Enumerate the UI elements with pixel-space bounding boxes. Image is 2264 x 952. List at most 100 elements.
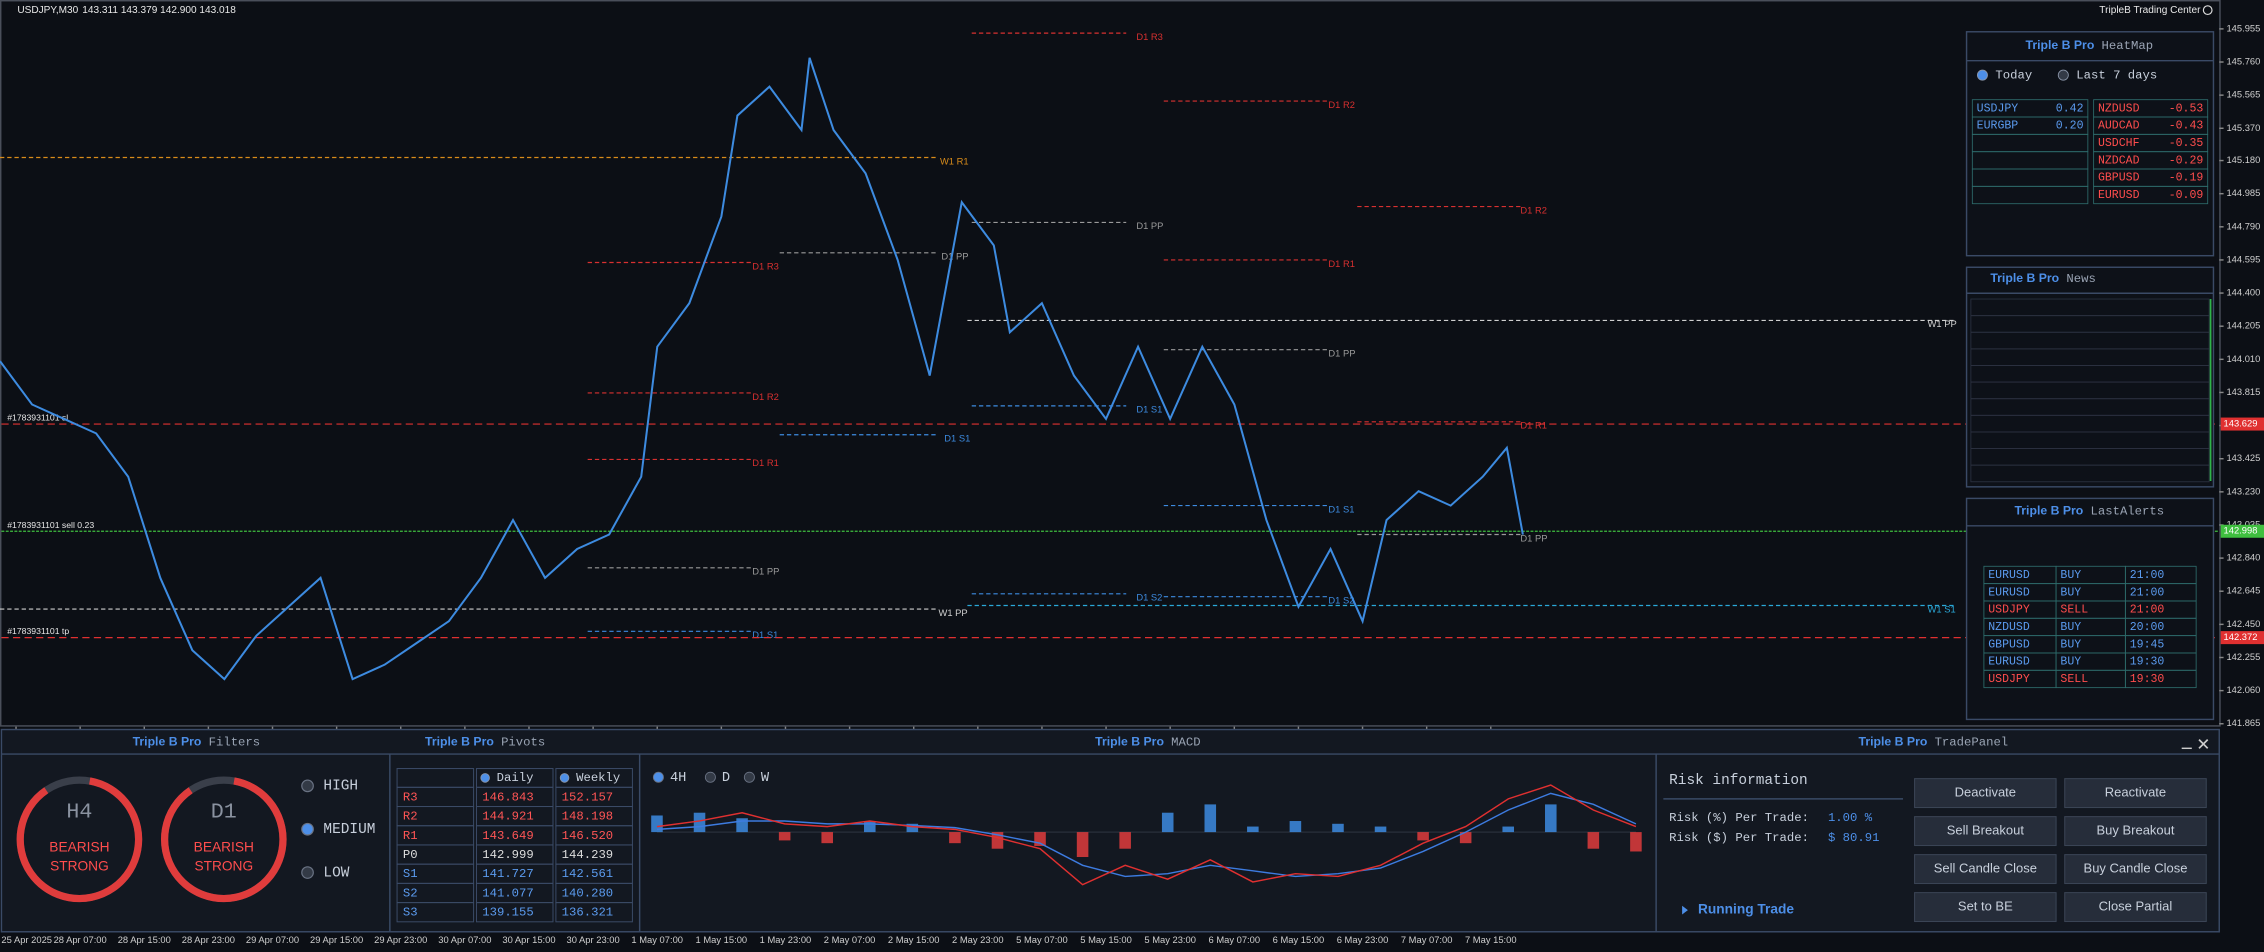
pivot-cell: 141.077: [482, 886, 534, 900]
histogram-bar: [1630, 832, 1642, 852]
button[interactable]: [2064, 778, 2207, 809]
pair: NZDCAD: [2098, 154, 2140, 167]
radio[interactable]: [652, 771, 664, 783]
x-tick-label: 5 May 15:00: [1080, 935, 1132, 945]
pair: GBPUSD: [2098, 172, 2140, 185]
histogram-bar: [1545, 804, 1557, 833]
alert-cell: SELL: [2060, 673, 2088, 686]
histogram-bar: [821, 832, 833, 844]
histogram-bar: [1247, 826, 1259, 833]
button[interactable]: [2064, 816, 2207, 847]
pivot-cell: 142.999: [482, 848, 534, 862]
x-tick-label: 30 Apr 15:00: [502, 935, 555, 945]
histogram-bar: [1161, 812, 1174, 833]
button[interactable]: [1914, 892, 2057, 923]
alert-cell: GBPUSD: [1988, 638, 2030, 651]
pivot-label: D1 R2: [1520, 205, 1547, 215]
y-tick-label: 142.450: [2226, 619, 2260, 629]
pair: NZDUSD: [2098, 102, 2140, 115]
pivot-cell: P0: [403, 848, 418, 862]
tab-label[interactable]: Last 7 days: [2076, 68, 2157, 82]
radio[interactable]: [1976, 69, 1988, 81]
pivot-label: D1 S2: [1328, 595, 1354, 605]
button-label[interactable]: Buy Candle Close: [2084, 861, 2188, 876]
y-tick-label: 143.425: [2226, 453, 2260, 463]
pivot-cell: R2: [403, 810, 418, 824]
brand-name: Triple B Pro: [1095, 735, 1164, 749]
histogram-bar: [1502, 826, 1514, 833]
radio[interactable]: [743, 771, 755, 783]
button-label[interactable]: Sell Breakout: [1947, 823, 2025, 838]
price-line: [0, 57, 1524, 681]
pivot-cell: S3: [403, 906, 418, 920]
pivot-cell: 140.280: [562, 886, 614, 900]
radio[interactable]: [301, 822, 314, 836]
cell: [555, 902, 633, 923]
brand-name: Triple B Pro: [133, 735, 202, 749]
button[interactable]: [1914, 816, 2057, 847]
tab-label[interactable]: Today: [1995, 68, 2032, 82]
alert-cell: EURUSD: [1988, 586, 2030, 599]
filters-title: Triple B Pro Filters: [133, 735, 261, 750]
x-tick-label: 2 May 07:00: [824, 935, 876, 945]
timeframe[interactable]: D: [722, 771, 730, 786]
brand-label: TripleB Trading Center: [2099, 5, 2201, 16]
radio[interactable]: [559, 773, 570, 783]
x-tick-label: 29 Apr 23:00: [374, 935, 427, 945]
pivot-cell: 143.649: [482, 829, 534, 843]
expand-icon[interactable]: [1682, 905, 1688, 915]
change: -0.43: [2169, 120, 2204, 133]
radio[interactable]: [480, 773, 490, 783]
gauge-state: BEARISH: [49, 840, 109, 855]
panel: [1965, 497, 2215, 721]
alert-cell: 20:00: [2130, 621, 2165, 634]
pivot-cell: 136.321: [562, 906, 614, 920]
risk-heading: Risk information: [1669, 773, 1808, 789]
radio[interactable]: [704, 771, 716, 783]
pivot-label: D1 S1: [1136, 405, 1162, 415]
histogram-bar: [906, 823, 919, 833]
button-label[interactable]: Buy Breakout: [2097, 823, 2175, 838]
y-tick-label: 145.760: [2226, 56, 2260, 66]
button[interactable]: [2064, 854, 2207, 885]
button[interactable]: [1914, 778, 2057, 809]
button-label[interactable]: Close Partial: [2099, 899, 2173, 914]
change: 0.20: [2056, 120, 2084, 133]
y-tick-label: 144.010: [2226, 354, 2260, 364]
y-tick-label: 144.790: [2226, 221, 2260, 231]
gauge-state: BEARISH: [194, 840, 254, 855]
close-icon[interactable]: [2198, 739, 2209, 749]
timeframe[interactable]: 4H: [670, 771, 686, 786]
x-tick-label: 1 May 07:00: [631, 935, 683, 945]
pivot-cell: S1: [403, 867, 418, 881]
alert-cell: BUY: [2060, 656, 2081, 669]
alert-cell: 19:30: [2130, 656, 2165, 669]
radio[interactable]: [301, 779, 314, 793]
y-tick-label: 145.565: [2226, 90, 2260, 100]
filter-level[interactable]: MEDIUM: [323, 822, 375, 838]
brand-name: Triple B Pro: [1990, 271, 2059, 285]
timeframe[interactable]: W: [761, 771, 770, 786]
y-tick-label: 144.985: [2226, 188, 2260, 198]
pivot-cell: 141.727: [482, 867, 534, 881]
filter-level[interactable]: HIGH: [323, 779, 358, 795]
filter-level[interactable]: LOW: [323, 865, 349, 881]
running-trade[interactable]: Running Trade: [1698, 902, 1794, 917]
button[interactable]: [1914, 854, 2057, 885]
radio[interactable]: [301, 866, 314, 879]
alert-cell: 19:30: [2130, 673, 2165, 686]
gauge-arc: [16, 776, 143, 903]
button-label[interactable]: Set to BE: [1958, 899, 2013, 914]
radio[interactable]: [2057, 69, 2069, 81]
panel-name: MACD: [1171, 736, 1200, 750]
pivot-cell: 152.157: [562, 790, 614, 804]
button-label[interactable]: Deactivate: [1955, 785, 2016, 800]
button-label[interactable]: Reactivate: [2105, 785, 2166, 800]
pivot-label: D1 PP: [1328, 348, 1355, 358]
x-tick-label: 5 May 07:00: [1016, 935, 1068, 945]
button-label[interactable]: Sell Candle Close: [1934, 861, 2037, 876]
change: -0.29: [2169, 154, 2204, 167]
pivot-cell: 146.843: [482, 790, 534, 804]
alert-cell: USDJPY: [1988, 673, 2030, 686]
button[interactable]: [2064, 892, 2207, 923]
